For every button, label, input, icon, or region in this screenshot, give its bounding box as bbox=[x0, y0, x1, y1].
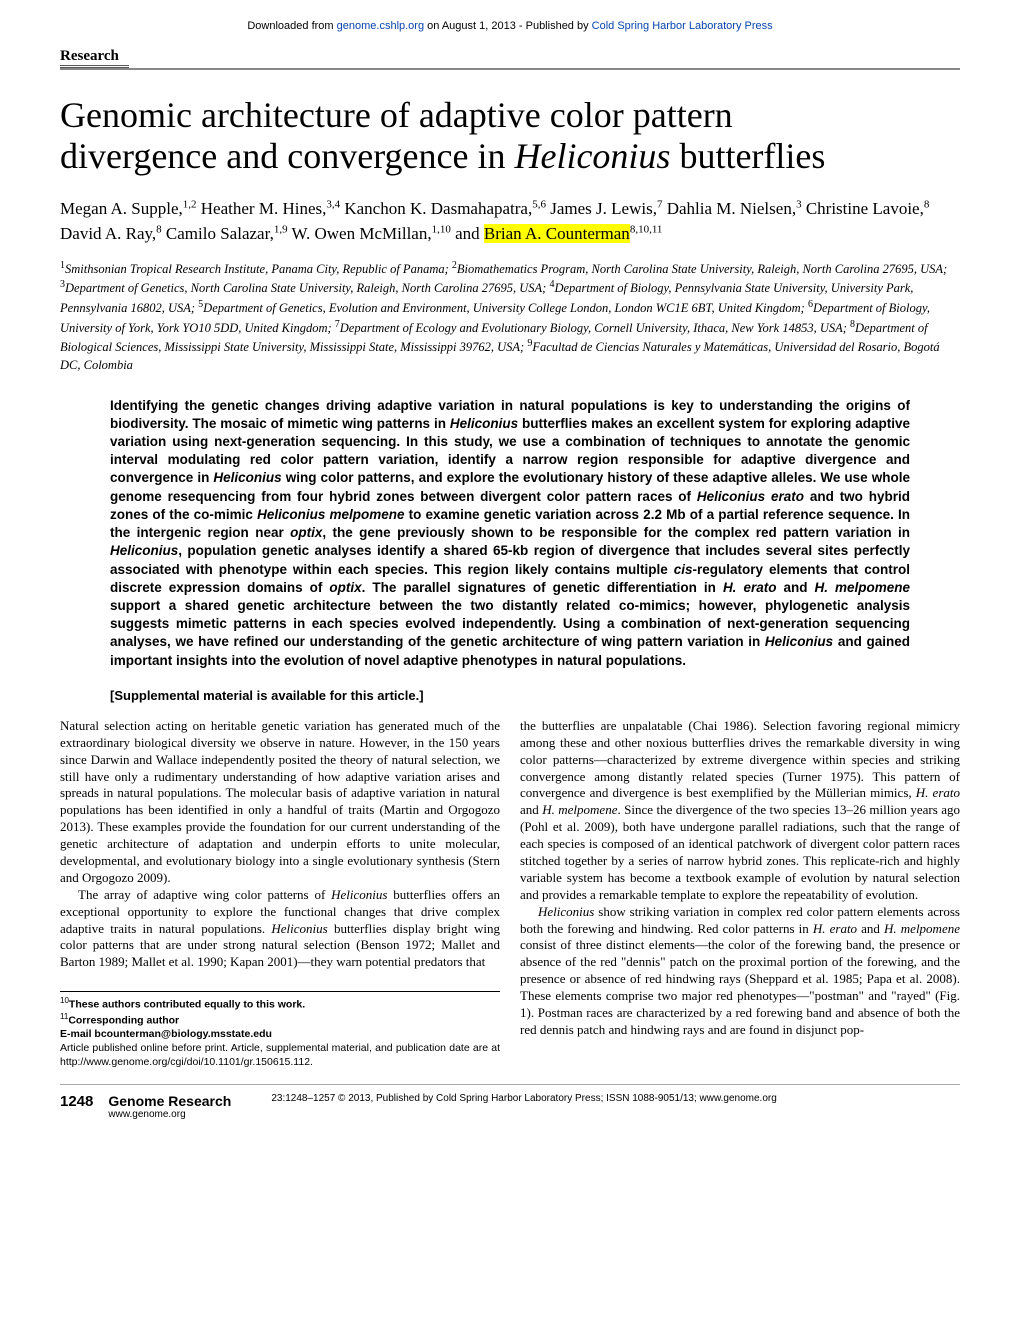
footnotes: 10These authors contributed equally to t… bbox=[60, 991, 500, 1069]
article-title: Genomic architecture of adaptive color p… bbox=[60, 95, 960, 178]
page-number: 1248 bbox=[60, 1093, 93, 1110]
footnote-4: Article published online before print. A… bbox=[60, 1042, 500, 1069]
journal-block: Genome Research www.genome.org bbox=[108, 1093, 231, 1120]
download-mid: on August 1, 2013 - Published by bbox=[424, 20, 592, 32]
body-columns: Natural selection acting on heritable ge… bbox=[60, 718, 960, 1070]
affiliations: 1Smithsonian Tropical Research Institute… bbox=[60, 259, 960, 375]
copyright: 23:1248–1257 © 2013, Published by Cold S… bbox=[231, 1093, 960, 1104]
supplemental-note: [Supplemental material is available for … bbox=[110, 688, 910, 703]
journal-name: Genome Research bbox=[108, 1093, 231, 1109]
body-p3: the butterflies are unpalatable (Chai 19… bbox=[520, 718, 960, 904]
title-italic: Heliconius bbox=[514, 136, 670, 176]
download-site-link[interactable]: genome.cshlp.org bbox=[337, 20, 424, 32]
section-label: Research bbox=[60, 48, 129, 68]
column-left: Natural selection acting on heritable ge… bbox=[60, 718, 500, 1070]
body-p1: Natural selection acting on heritable ge… bbox=[60, 718, 500, 887]
title-line1: Genomic architecture of adaptive color p… bbox=[60, 95, 733, 135]
title-line2a: divergence and convergence in bbox=[60, 136, 514, 176]
download-header: Downloaded from genome.cshlp.org on Augu… bbox=[60, 20, 960, 47]
abstract: Identifying the genetic changes driving … bbox=[110, 397, 910, 670]
download-publisher-link[interactable]: Cold Spring Harbor Laboratory Press bbox=[592, 20, 773, 32]
footnote-3: E-mail bcounterman@biology.msstate.edu bbox=[60, 1028, 500, 1042]
page-footer: 1248 Genome Research www.genome.org 23:1… bbox=[60, 1084, 960, 1120]
authors-list: Megan A. Supple,1,2 Heather M. Hines,3,4… bbox=[60, 196, 960, 247]
title-line2b: butterflies bbox=[670, 136, 825, 176]
download-prefix: Downloaded from bbox=[247, 20, 336, 32]
footnote-1: 10These authors contributed equally to t… bbox=[60, 996, 500, 1012]
section-rule: Research bbox=[60, 47, 960, 70]
page-container: Downloaded from genome.cshlp.org on Augu… bbox=[0, 0, 1020, 1150]
column-right: the butterflies are unpalatable (Chai 19… bbox=[520, 718, 960, 1070]
body-p2: The array of adaptive wing color pattern… bbox=[60, 887, 500, 971]
journal-url: www.genome.org bbox=[108, 1109, 231, 1120]
footnote-2: 11Corresponding author bbox=[60, 1012, 500, 1028]
body-p4: Heliconius show striking variation in co… bbox=[520, 904, 960, 1039]
